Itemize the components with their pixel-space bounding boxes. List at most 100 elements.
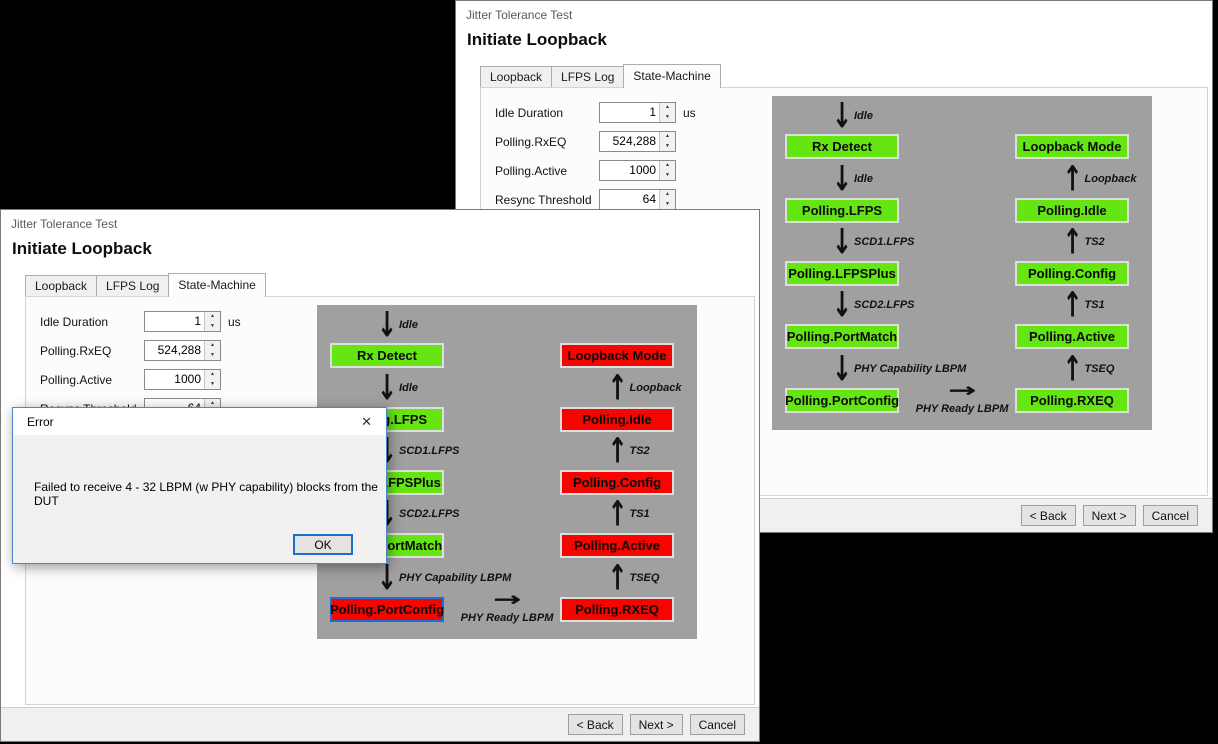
polling-active-input[interactable]: 1000: [629, 163, 656, 177]
transition-label: Idle: [854, 109, 873, 122]
state-machine-panel: ↓ Idle Rx Detect ↓ Idle Polling.LFPS ↓ S…: [317, 305, 697, 639]
spin-down-button[interactable]: ▼: [665, 171, 670, 178]
window-title-text: Jitter Tolerance Test: [11, 217, 118, 231]
tab-loopback[interactable]: Loopback: [25, 275, 98, 296]
page-title: Initiate Loopback: [467, 30, 607, 49]
state-polling-rxeq: Polling.RXEQ: [560, 597, 674, 622]
cancel-button[interactable]: Cancel: [1142, 505, 1198, 526]
state-machine-panel: ↓ Idle Rx Detect ↓ Idle Polling.LFPS ↓ S…: [772, 96, 1152, 430]
polling-rxeq-input[interactable]: 524,288: [612, 134, 656, 148]
polling-active-input[interactable]: 1000: [174, 372, 201, 386]
spin-down-button[interactable]: ▼: [665, 200, 670, 207]
field-polling-rxeq: Polling.RxEQ 524,288 ▲ ▼: [495, 131, 676, 152]
polling-active-spinbox: 1000 ▲ ▼: [599, 160, 676, 181]
arrow-up-icon: ↑: [1062, 221, 1083, 263]
transition-label: PHY Capability LBPM: [399, 571, 512, 584]
spin-up-button[interactable]: ▲: [665, 191, 670, 197]
arrow-down-icon: ↓: [831, 348, 853, 389]
field-idle-duration: Idle Duration 1 ▲ ▼ us: [40, 311, 241, 332]
idle-duration-input[interactable]: 1: [194, 314, 201, 328]
spinner: ▲ ▼: [204, 341, 220, 360]
transition-loopback: ↑ Loopback: [560, 370, 681, 405]
arrow-right-icon: →: [492, 587, 522, 611]
tab-state-machine[interactable]: State-Machine: [168, 273, 266, 297]
transition-ts2: ↑ TS2: [1015, 221, 1130, 263]
ok-button[interactable]: OK: [293, 534, 353, 555]
state-polling-portmatch: Polling.PortMatch: [785, 324, 899, 349]
window-title-text: Jitter Tolerance Test: [466, 8, 573, 22]
transition-label: SCD2.LFPS: [854, 299, 915, 311]
arrow-down-icon: ↓: [376, 367, 398, 408]
transition-label: Idle: [399, 318, 418, 331]
transition-ts1: ↑ TS1: [1015, 284, 1130, 326]
field-label: Idle Duration: [495, 105, 564, 120]
spin-up-button[interactable]: ▲: [210, 400, 215, 406]
close-icon[interactable]: ✕: [361, 413, 372, 429]
polling-active-spinbox: 1000 ▲ ▼: [144, 369, 221, 390]
spinner: ▲ ▼: [204, 312, 220, 331]
spin-up-button[interactable]: ▲: [210, 371, 215, 377]
state-polling-idle: Polling.Idle: [560, 407, 674, 432]
idle-duration-spinbox: 1 ▲ ▼: [144, 311, 221, 332]
transition-phy-capability-lbpm: ↓ PHY Capability LBPM: [330, 560, 511, 595]
tab-state-machine[interactable]: State-Machine: [623, 64, 721, 88]
polling-rxeq-spinbox: 524,288 ▲ ▼: [144, 340, 221, 361]
state-rx-detect: Rx Detect: [330, 343, 444, 368]
error-message: Failed to receive 4 - 32 LBPM (w PHY cap…: [34, 480, 378, 508]
cancel-button[interactable]: Cancel: [689, 714, 745, 735]
tab-loopback[interactable]: Loopback: [480, 66, 553, 87]
next-button[interactable]: Next >: [1082, 505, 1136, 526]
tab-lfps-log[interactable]: LFPS Log: [551, 66, 625, 87]
field-polling-rxeq: Polling.RxEQ 524,288 ▲ ▼: [40, 340, 221, 361]
transition-label: Idle: [399, 381, 418, 394]
spin-down-button[interactable]: ▼: [665, 113, 670, 120]
spinner: ▲ ▼: [659, 132, 675, 151]
arrow-up-icon: ↑: [607, 493, 628, 535]
resync-threshold-input[interactable]: 64: [642, 192, 656, 206]
transition-tseq: ↑ TSEQ: [560, 560, 675, 595]
transition-label: PHY Ready LBPM: [460, 612, 554, 624]
state-polling-idle: Polling.Idle: [1015, 198, 1129, 223]
transition-idle: ↓ Idle: [785, 98, 899, 133]
transition-label: TS1: [629, 508, 650, 520]
transition-label: PHY Capability LBPM: [854, 362, 967, 375]
arrow-up-icon: ↑: [1062, 284, 1083, 326]
spin-down-button[interactable]: ▼: [210, 322, 215, 329]
field-polling-active: Polling.Active 1000 ▲ ▼: [495, 160, 676, 181]
spin-up-button[interactable]: ▲: [210, 342, 215, 348]
spin-up-button[interactable]: ▲: [665, 133, 670, 139]
state-rx-detect: Rx Detect: [785, 134, 899, 159]
polling-rxeq-input[interactable]: 524,288: [157, 343, 201, 357]
idle-duration-input[interactable]: 1: [649, 105, 656, 119]
unit-label: us: [228, 314, 241, 329]
spinner: ▲ ▼: [659, 103, 675, 122]
spin-up-button[interactable]: ▲: [665, 162, 670, 168]
back-button[interactable]: < Back: [1020, 505, 1076, 526]
field-resync-threshold: Resync Threshold 64 ▲ ▼: [495, 189, 676, 210]
transition-phy-ready-lbpm: → PHY Ready LBPM: [900, 380, 1024, 415]
next-button[interactable]: Next >: [629, 714, 683, 735]
arrow-up-icon: ↑: [1062, 348, 1083, 389]
spin-down-button[interactable]: ▼: [210, 351, 215, 358]
spin-down-button[interactable]: ▼: [210, 380, 215, 387]
transition-label: Idle: [854, 172, 873, 185]
field-label: Polling.Active: [40, 372, 113, 387]
transition-scd1-lfps: ↓ SCD1.LFPS: [785, 221, 915, 263]
back-button[interactable]: < Back: [567, 714, 623, 735]
arrow-right-icon: →: [947, 378, 977, 402]
polling-rxeq-spinbox: 524,288 ▲ ▼: [599, 131, 676, 152]
arrow-down-icon: ↓: [831, 221, 853, 263]
spin-up-button[interactable]: ▲: [210, 313, 215, 319]
arrow-down-icon: ↓: [376, 304, 398, 345]
error-dialog: Error ✕ Failed to receive 4 - 32 LBPM (w…: [12, 407, 387, 564]
arrow-up-icon: ↑: [607, 557, 628, 598]
wizard-footer: < Back Next > Cancel: [1, 707, 759, 741]
spin-down-button[interactable]: ▼: [665, 142, 670, 149]
field-label: Idle Duration: [40, 314, 109, 329]
spin-up-button[interactable]: ▲: [665, 104, 670, 110]
tab-lfps-log[interactable]: LFPS Log: [96, 275, 170, 296]
field-polling-active: Polling.Active 1000 ▲ ▼: [40, 369, 221, 390]
transition-label: TSEQ: [629, 571, 660, 584]
arrow-up-icon: ↑: [607, 430, 628, 472]
spinner: ▲ ▼: [204, 370, 220, 389]
